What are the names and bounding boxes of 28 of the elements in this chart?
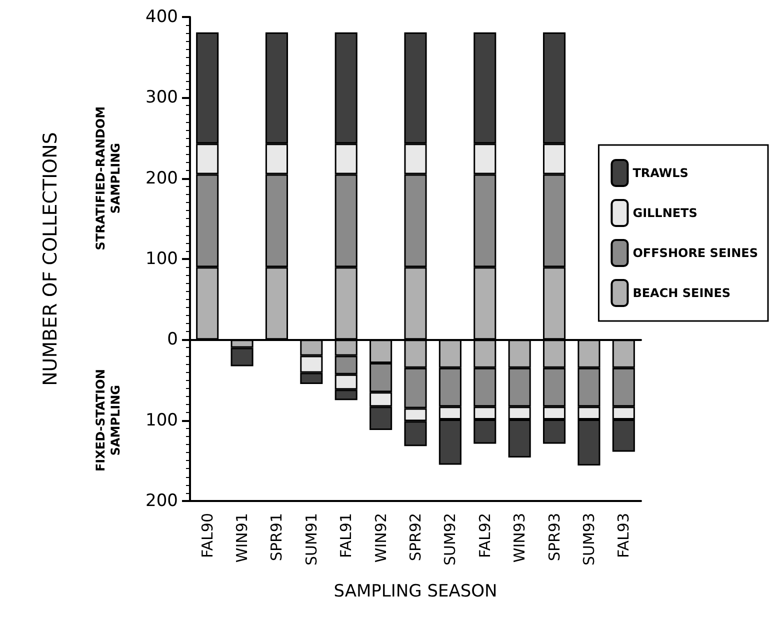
text: FIXED-STATION SAMPLING [94,369,122,472]
y-tick-label: 100 [146,249,178,269]
x-tick-label: SPR93 [545,513,564,562]
x-tick-label: SUM93 [580,513,598,566]
x-tick-label: WIN92 [372,513,390,563]
legend-label: TRAWLS [632,166,688,180]
x-tick-label: FAL92 [476,513,494,558]
x-tick-label: SUM92 [441,513,460,566]
x-tick-label: FAL90 [198,513,216,558]
y-tick-label: 100 [146,410,178,430]
x-tick-label: SPR92 [406,513,424,562]
y-tick-label: 300 [146,88,178,108]
y-tick-label: 400 [146,7,178,27]
y-tick-label: 200 [146,168,178,188]
y-tick-label: 0 [167,330,178,350]
x-tick-label: FAL93 [614,513,633,558]
x-axis-title: SAMPLING SEASON [334,582,498,602]
x-tick-label: FAL91 [337,513,356,558]
y-axis-title: NUMBER OF COLLECTIONS [40,132,62,386]
x-tick-label: SPR91 [268,513,286,562]
x-tick-label: WIN93 [510,513,529,563]
legend-label: GILLNETS [632,206,698,220]
legend-label: OFFSHORE SEINES [632,246,758,260]
x-tick-label: WIN91 [233,513,252,563]
x-tick-label: SUM91 [302,513,320,566]
y-tick-label: 200 [146,491,178,511]
legend-label: BEACH SEINES [632,286,731,300]
text: STRATIFIED-RANDOM SAMPLING [94,106,122,250]
